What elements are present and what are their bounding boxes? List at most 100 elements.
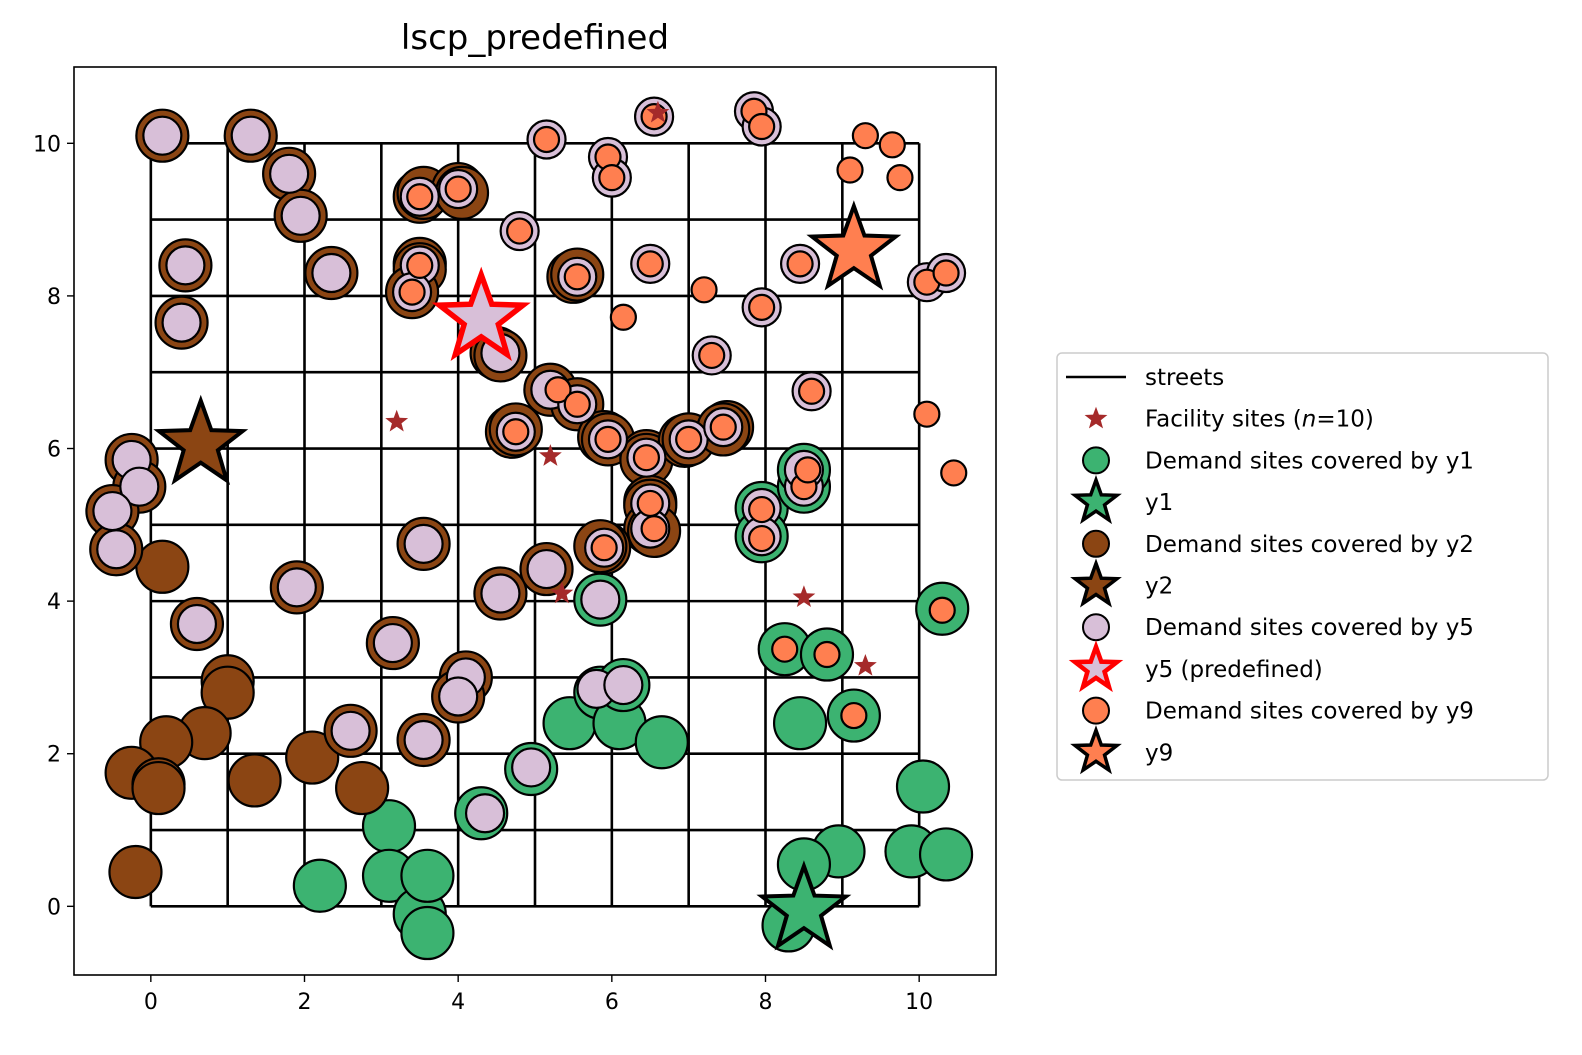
legend-label: Facility sites (n=10) [1145,407,1374,433]
legend-item: Demand sites covered by y5 [1082,613,1474,642]
series-3 [92,91,967,834]
demand-site-point [292,858,347,913]
legend-label: y2 [1145,574,1173,600]
demand-site-point [280,195,321,236]
demand-site-point [96,529,137,570]
y-tick-label: 0 [47,895,61,920]
demand-site-point [748,524,776,553]
demand-site-point [526,548,567,590]
facility-site-point [538,444,562,466]
facility-site-point [385,409,409,432]
legend-label-italic: n [1302,407,1317,433]
legend-circle-swatch [1082,529,1110,558]
series-4 [398,97,968,730]
legend-item: y5 (predefined) [1068,640,1323,693]
demand-site-point [438,676,479,717]
legend-label-part: Facility sites ( [1145,407,1302,433]
facility-site-point [646,100,670,123]
plot-content [85,91,974,961]
demand-site-point [580,579,621,620]
legend-item: y2 [1070,558,1173,608]
demand-site-point [851,122,879,150]
legend-circle-swatch [1082,446,1110,475]
demand-site-point [464,793,506,834]
demand-site-point [786,250,814,278]
chart-title: lscp_predefined [401,18,669,58]
legend-item: Facility sites (n=10) [1084,406,1374,433]
demand-site-point [797,377,826,405]
legend-label: y1 [1145,490,1173,516]
demand-site-point [400,905,455,961]
demand-site-point [709,413,737,441]
demand-site-point [119,466,160,507]
x-tick-label: 2 [298,990,312,1015]
y-tick-label: 10 [33,132,61,157]
demand-site-point [771,635,799,663]
plot-area: 0 2 4 6 8 10 0 2 4 6 8 10 [33,66,997,1015]
legend-big-star-swatch [1068,640,1124,693]
demand-site-point [840,701,868,730]
demand-site-point [502,418,530,446]
demand-site-point [511,747,552,788]
selected-facility-star [806,200,902,291]
demand-site-point [108,844,163,900]
legend-label: y9 [1145,740,1173,766]
demand-site-point [330,710,371,751]
demand-site-point [335,760,390,816]
demand-site-point [632,444,661,472]
demand-site-point [594,425,622,453]
legend-label-part: =10) [1316,407,1374,433]
legend-circle-swatch [1082,696,1110,725]
demand-site-point [403,523,444,564]
y-tick-label: 8 [47,285,61,310]
legend-big-star-swatch [1070,725,1122,775]
demand-site-point [813,640,841,669]
demand-site-point [544,376,572,404]
demand-site-point [92,490,133,532]
demand-site-point [748,112,776,141]
selected-facility-star [153,394,249,486]
y-tick-label: 2 [47,743,61,768]
demand-site-point [928,596,956,624]
demand-site-point [372,622,413,664]
demand-site-point [400,848,455,903]
demand-site-point [698,341,726,370]
demand-site-point [690,276,718,304]
demand-site-point [563,390,591,418]
facility-site-point [792,585,816,608]
demand-site-point [634,715,689,770]
legend-item: Demand sites covered by y1 [1082,446,1474,475]
x-tick-label: 4 [451,990,465,1015]
demand-site-point [878,131,906,159]
demand-site-point [590,534,618,562]
demand-site-point [131,760,186,816]
facility-site-point [550,581,574,604]
demand-site-point [142,115,183,156]
legend-item: streets [1066,365,1224,391]
demand-site-point [506,217,534,245]
x-tick-label: 0 [144,990,158,1015]
demand-site-point [895,759,951,814]
demand-site-point [932,259,960,287]
demand-site-point [636,489,664,518]
legend-label: Demand sites covered by y9 [1145,699,1474,725]
legend-big-star-swatch [1070,558,1122,608]
demand-site-point [748,495,776,524]
demand-site-point [276,567,317,608]
demand-site-point [913,400,941,428]
demand-site-point [165,245,206,286]
demand-site-point [609,303,637,331]
demand-site-point [406,251,434,279]
demand-site-point [398,278,426,306]
demand-site-point [940,459,968,487]
legend-label: Demand sites covered by y2 [1145,532,1474,558]
legend-frame [1056,352,1549,781]
legend-item: Demand sites covered by y2 [1082,529,1474,558]
selected-facility-star [756,860,852,951]
demand-site-point [675,425,703,453]
demand-site-point [836,156,864,184]
y-tick-label: 6 [47,438,61,463]
legend: streets Facility sites (n=10) Demand sites… [1056,352,1549,781]
demand-site-point [444,175,472,203]
